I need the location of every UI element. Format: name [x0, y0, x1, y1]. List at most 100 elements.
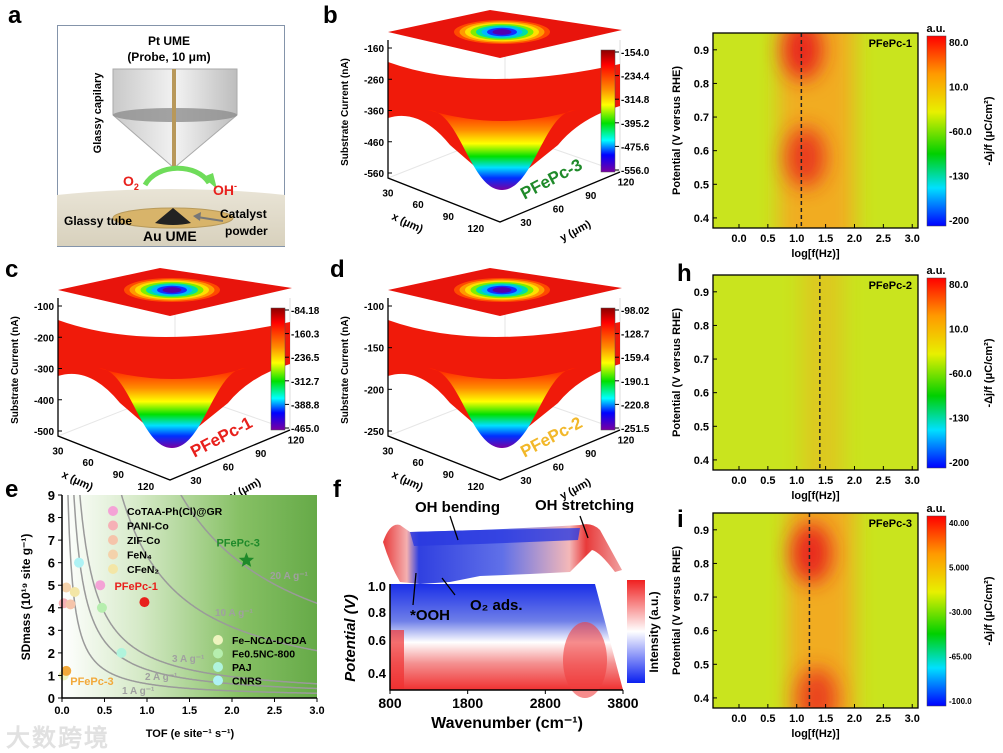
- data-point: [69, 586, 80, 597]
- y-tick-label: 3: [48, 623, 55, 638]
- colorbar-tick-label: 10.0: [949, 325, 969, 336]
- projection-contour: [162, 287, 182, 293]
- colorbar-unit: a.u.: [927, 503, 946, 515]
- y-tick-label: 30: [520, 476, 532, 487]
- z-axis-label: Substrate Current (nA): [340, 58, 351, 166]
- y-tick-label: 0.8: [694, 78, 709, 90]
- colorbar-tick-label: -395.2: [621, 119, 650, 130]
- colorbar: [627, 580, 645, 683]
- y-axis-label: Potential (V): [342, 594, 359, 682]
- panel-label-a: a: [8, 2, 22, 29]
- y-tick-label: 6: [48, 556, 55, 571]
- legend-marker: [108, 564, 118, 574]
- heatmap-hotspot: [785, 127, 826, 188]
- x-tick-label: 30: [382, 446, 394, 457]
- heatmap-red-region: [563, 622, 607, 698]
- colorbar-tick-label: 80.0: [949, 38, 969, 49]
- y-axis-label: Potential (V versus RHE): [671, 546, 683, 675]
- colorbar-tick-label: -65.00: [949, 653, 972, 662]
- x-tick-label: 90: [113, 470, 125, 481]
- y-tick-label: 90: [585, 449, 597, 460]
- colorbar-tick-label: -475.6: [621, 142, 650, 153]
- iso-current-line: [79, 495, 317, 685]
- panel-a-schematic: Pt UME (Probe, 10 μm) Glassy capilary O2…: [57, 25, 285, 247]
- iso-line-label: 2 A g⁻¹: [145, 672, 178, 683]
- colorbar-tick-label: 10.0: [949, 83, 969, 94]
- y-tick-label: 0.4: [368, 666, 387, 681]
- colorbar-tick-label: -200: [949, 458, 969, 469]
- legend-marker: [108, 506, 118, 516]
- annotation-label: OH stretching: [535, 497, 634, 514]
- x-tick-label: 2.5: [876, 233, 891, 245]
- iso-current-line: [73, 495, 317, 690]
- catalyst-powder: [155, 208, 191, 225]
- colorbar-tick-label: -159.4: [621, 353, 650, 364]
- y-tick-label: 0.8: [368, 605, 386, 620]
- colorbar-tick-label: -234.4: [621, 72, 650, 83]
- colorbar-tick-label: -190.1: [621, 377, 650, 388]
- x-tick-label: 120: [467, 224, 484, 235]
- y-tick-label: 30: [520, 218, 532, 229]
- y-tick-label: 0.5: [694, 421, 709, 433]
- y-tick-label: 0.9: [694, 525, 709, 537]
- x-tick-label: 120: [137, 482, 154, 493]
- y-tick-label: 0.4: [694, 693, 710, 705]
- o2-label: O2: [123, 173, 139, 192]
- x-tick-label: 3.0: [309, 705, 324, 717]
- data-point: [61, 582, 72, 593]
- x-tick-label: 0.5: [760, 475, 775, 487]
- colorbar-label: Intensity (a.u.): [647, 591, 661, 672]
- electrode-label: Au UME: [143, 228, 197, 244]
- x-tick-label: 60: [413, 458, 425, 469]
- z-tick-label: -260: [364, 75, 384, 86]
- legend-label: CoTAA-Ph(Cl)@GR: [127, 506, 223, 518]
- z-tick-label: -360: [364, 107, 384, 118]
- surface-well: [428, 368, 576, 448]
- colorbar-tick-label: -236.5: [291, 353, 320, 364]
- x-tick-label: 2800: [530, 695, 561, 711]
- x-axis-label: TOF (e site⁻¹ s⁻¹): [146, 728, 235, 740]
- x-tick-label: 2.5: [267, 705, 282, 717]
- legend-label: Fe0.5NC-800: [232, 649, 295, 661]
- x-tick-label: 3800: [607, 695, 638, 711]
- heatmap-band: [802, 275, 843, 470]
- tube-label: Glassy tube: [64, 214, 132, 228]
- panel-h-heatmap: PFePc-2 0.0 0.5 1.0 1.5 2.0 2.5 3.0 0.4 0.5 0.6 0.7…: [671, 265, 995, 502]
- sample-title: PFePc-3: [869, 518, 912, 530]
- y-axis-label: y (μm): [558, 218, 593, 244]
- legend-marker: [108, 549, 118, 560]
- annotation-label: O₂ ads.: [470, 597, 523, 614]
- panel-label-d: d: [330, 256, 345, 283]
- legend-marker: [213, 635, 223, 645]
- highlight-point: [139, 597, 150, 608]
- y-tick-label: 0.6: [694, 626, 709, 638]
- data-point: [65, 599, 76, 610]
- legend-marker: [213, 648, 223, 659]
- colorbar: [926, 515, 947, 707]
- y-tick-label: 0.7: [694, 592, 709, 604]
- x-tick-label: 1.0: [789, 233, 804, 245]
- highlight-label: PFePc-3: [70, 676, 113, 688]
- y-tick-label: 0.4: [694, 455, 710, 467]
- x-tick-label: 1.5: [818, 233, 833, 245]
- y-tick-label: 0.9: [694, 287, 709, 299]
- axes: [387, 298, 621, 481]
- colorbar-tick-label: 5.000: [949, 564, 970, 573]
- axes: [387, 40, 621, 223]
- plot-frame: [712, 32, 919, 229]
- legend-marker: [108, 520, 118, 531]
- iso-line-label: 10 A g⁻¹: [215, 608, 254, 619]
- data-point: [74, 557, 84, 568]
- legend-marker: [213, 675, 223, 686]
- plot-frame: [712, 512, 919, 709]
- projection-contour: [492, 29, 512, 35]
- plot-background: [62, 495, 317, 698]
- panel-label-c: c: [5, 256, 19, 283]
- colorbar-tick-label: -60.0: [949, 369, 972, 380]
- x-tick-label: 2.0: [847, 475, 862, 487]
- x-tick-label: 1.5: [818, 713, 833, 725]
- panel-e-scatter-plot: 1 A g⁻¹ 2 A g⁻¹ 3 A g⁻¹ 10 A g⁻¹ 20 A g⁻¹ PFe…: [19, 488, 325, 740]
- z-tick-label: -160: [364, 44, 384, 55]
- x-tick-label: 0.5: [760, 233, 775, 245]
- colorbar-tick-label: -556.0: [621, 166, 650, 177]
